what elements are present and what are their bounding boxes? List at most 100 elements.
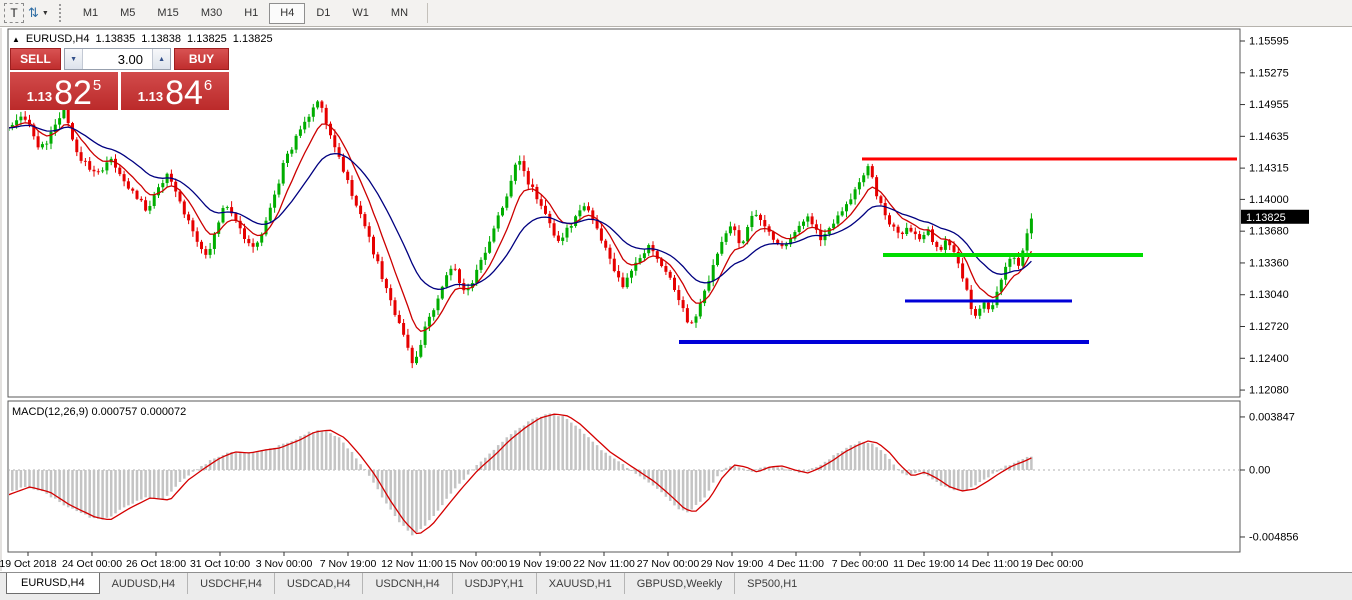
sell-button[interactable]: SELL (10, 48, 62, 70)
macd-axis-label: 0.00 (1249, 465, 1270, 477)
chevron-down-icon: ▼ (41, 9, 49, 17)
timeframe-button-m1[interactable]: M1 (82, 7, 99, 19)
chart-tab-usdcnh-h4[interactable]: USDCNH,H4 (363, 573, 453, 594)
time-axis-label: 19 Dec 00:00 (1021, 558, 1084, 570)
volume-control: ▼ ▲ (64, 48, 172, 70)
timeframe-button-w1[interactable]: W1 (352, 7, 369, 19)
price-axis-label: 1.12400 (1249, 353, 1289, 365)
time-axis-label: 7 Nov 19:00 (320, 558, 377, 570)
current-price-tag (1241, 209, 1309, 224)
top-toolbar: T ⇅ ▼ M1 M5 M15 M30 H1 H4 D1 W1 MN (0, 0, 1352, 27)
chart-tab-usdchf-h4[interactable]: USDCHF,H4 (188, 573, 275, 594)
collapse-panel-icon[interactable]: ▲ (12, 34, 20, 44)
time-axis-label: 12 Nov 11:00 (381, 558, 443, 570)
sell-button-label: SELL (20, 52, 51, 66)
time-axis-label: 3 Nov 00:00 (256, 558, 313, 570)
support-line-blue-upper (905, 299, 1072, 303)
timeframe-button-d1[interactable]: D1 (316, 7, 331, 19)
chart-ohlc-header: ▲ EURUSD,H4 1.13835 1.13838 1.13825 1.13… (12, 33, 273, 45)
buy-button[interactable]: BUY (174, 48, 229, 70)
buy-button-label: BUY (188, 52, 215, 66)
chart-tab-audusd-h4[interactable]: AUDUSD,H4 (100, 573, 189, 594)
chart-tab-sp500-h1[interactable]: SP500,H1 (747, 577, 798, 590)
arrows-icon: ⇅ (28, 5, 39, 20)
price-axis-label: 1.14000 (1249, 194, 1289, 206)
spinner-up-icon: ▲ (158, 55, 165, 63)
volume-decrease-button[interactable]: ▼ (65, 49, 84, 69)
chart-tab-bar: EURUSD,H4 AUDUSD,H4 USDCHF,H4 USDCAD,H4 USDC… (0, 572, 1352, 600)
buy-price-big: 84 (165, 74, 203, 112)
high-value: 1.13838 (141, 33, 182, 45)
timeframe-button-h1[interactable]: H1 (244, 7, 259, 19)
candles-layer (9, 100, 1033, 369)
price-axis-label: 1.14955 (1249, 99, 1289, 111)
timeframe-button-m5[interactable]: M5 (120, 7, 136, 19)
macd-signal-line (9, 413, 1032, 535)
time-axis-label: 4 Dec 11:00 (768, 558, 824, 570)
time-axis-label: 26 Oct 18:00 (126, 558, 186, 570)
time-axis-label: 19 Nov 19:00 (509, 558, 572, 570)
spinner-down-icon: ▼ (70, 55, 77, 63)
chart-tab-xauusd-h1[interactable]: XAUUSD,H1 (537, 573, 625, 594)
chart-tab-usdcad-h4[interactable]: USDCAD,H4 (275, 573, 364, 594)
price-axis-label: 1.14635 (1249, 131, 1289, 143)
time-axis-label: 19 Oct 2018 (0, 558, 57, 570)
chart-region: 1.15595 1.15275 1.14955 1.14635 1.14315 1.140… (0, 27, 1352, 572)
chart-tab-gbpusd-weekly[interactable]: GBPUSD,Weekly (625, 573, 736, 594)
timeframe-button-h4[interactable]: H4 (269, 2, 306, 24)
toolbar-grip (58, 4, 66, 22)
resistance-line-red (862, 157, 1237, 161)
chart-tab-eurusd-h4[interactable]: EURUSD,H4 (6, 573, 100, 594)
buy-price-sup: 6 (203, 77, 213, 94)
price-axis-label: 1.15595 (1249, 36, 1289, 48)
buy-price-prefix: 1.13 (137, 89, 164, 104)
support-line-green (883, 253, 1143, 258)
price-axis-label: 1.13040 (1249, 289, 1289, 301)
sell-price-big: 82 (54, 74, 92, 112)
support-line-blue-lower (679, 339, 1089, 344)
timeframe-button-m30[interactable]: M30 (200, 7, 223, 19)
buy-price-display[interactable]: 1.13 84 6 (121, 72, 229, 110)
volume-input[interactable] (83, 49, 153, 69)
low-value: 1.13825 (187, 33, 227, 45)
price-axis-label: 1.12720 (1249, 321, 1289, 333)
price-axis-label: 1.12080 (1249, 385, 1289, 397)
sell-price-display[interactable]: 1.13 82 5 (10, 72, 118, 110)
time-axis-label: 22 Nov 11:00 (573, 558, 635, 570)
sell-price-sup: 5 (92, 77, 102, 94)
text-tool-icon: T (10, 6, 18, 20)
time-axis-label: 29 Nov 19:00 (701, 558, 764, 570)
timeframe-button-mn[interactable]: MN (390, 7, 409, 19)
chart-canvas[interactable]: 1.15595 1.15275 1.14955 1.14635 1.14315 1.140… (0, 27, 1352, 572)
time-axis-label: 7 Dec 00:00 (832, 558, 889, 570)
current-price-label: 1.13825 (1246, 212, 1286, 224)
open-value: 1.13835 (95, 33, 136, 45)
text-tool-button[interactable]: T (4, 3, 24, 23)
price-axis-label: 1.13680 (1249, 226, 1289, 238)
time-axis-label: 11 Dec 19:00 (893, 558, 955, 570)
timeframe-button-m15[interactable]: M15 (157, 7, 179, 19)
symbol-period-label: EURUSD,H4 (25, 33, 90, 45)
time-axis-label: 14 Dec 11:00 (957, 558, 1019, 570)
sell-price-prefix: 1.13 (26, 89, 53, 104)
toolbar-separator (427, 3, 429, 23)
price-axis: 1.15595 1.15275 1.14955 1.14635 1.14315 1.140… (1240, 36, 1309, 543)
macd-axis-label: -0.004856 (1249, 531, 1299, 543)
volume-increase-button[interactable]: ▲ (152, 49, 171, 69)
close-value: 1.13825 (232, 33, 273, 45)
timeframe-toolbar: M1 M5 M15 M30 H1 H4 D1 W1 MN (72, 0, 419, 27)
macd-indicator-label: MACD(12,26,9) 0.000757 0.000072 (12, 406, 187, 418)
time-axis-label: 27 Nov 00:00 (637, 558, 700, 570)
fast-ma (9, 122, 1032, 333)
price-axis-label: 1.13360 (1249, 257, 1289, 269)
macd-histogram-layer (9, 413, 1033, 536)
cursor-mode-button[interactable]: ⇅ ▼ (28, 3, 49, 23)
time-axis-label: 24 Oct 00:00 (62, 558, 122, 570)
chart-tab-usdjpy-h1[interactable]: USDJPY,H1 (453, 573, 537, 594)
time-axis-label: 31 Oct 10:00 (190, 558, 250, 570)
time-axis-label: 15 Nov 00:00 (445, 558, 508, 570)
slow-ma (9, 124, 1032, 290)
one-click-trade-panel: SELL ▼ ▲ BUY 1.13 82 5 1.13 (10, 48, 229, 110)
price-axis-label: 1.15275 (1249, 67, 1289, 79)
macd-axis-label: 0.003847 (1249, 411, 1295, 423)
